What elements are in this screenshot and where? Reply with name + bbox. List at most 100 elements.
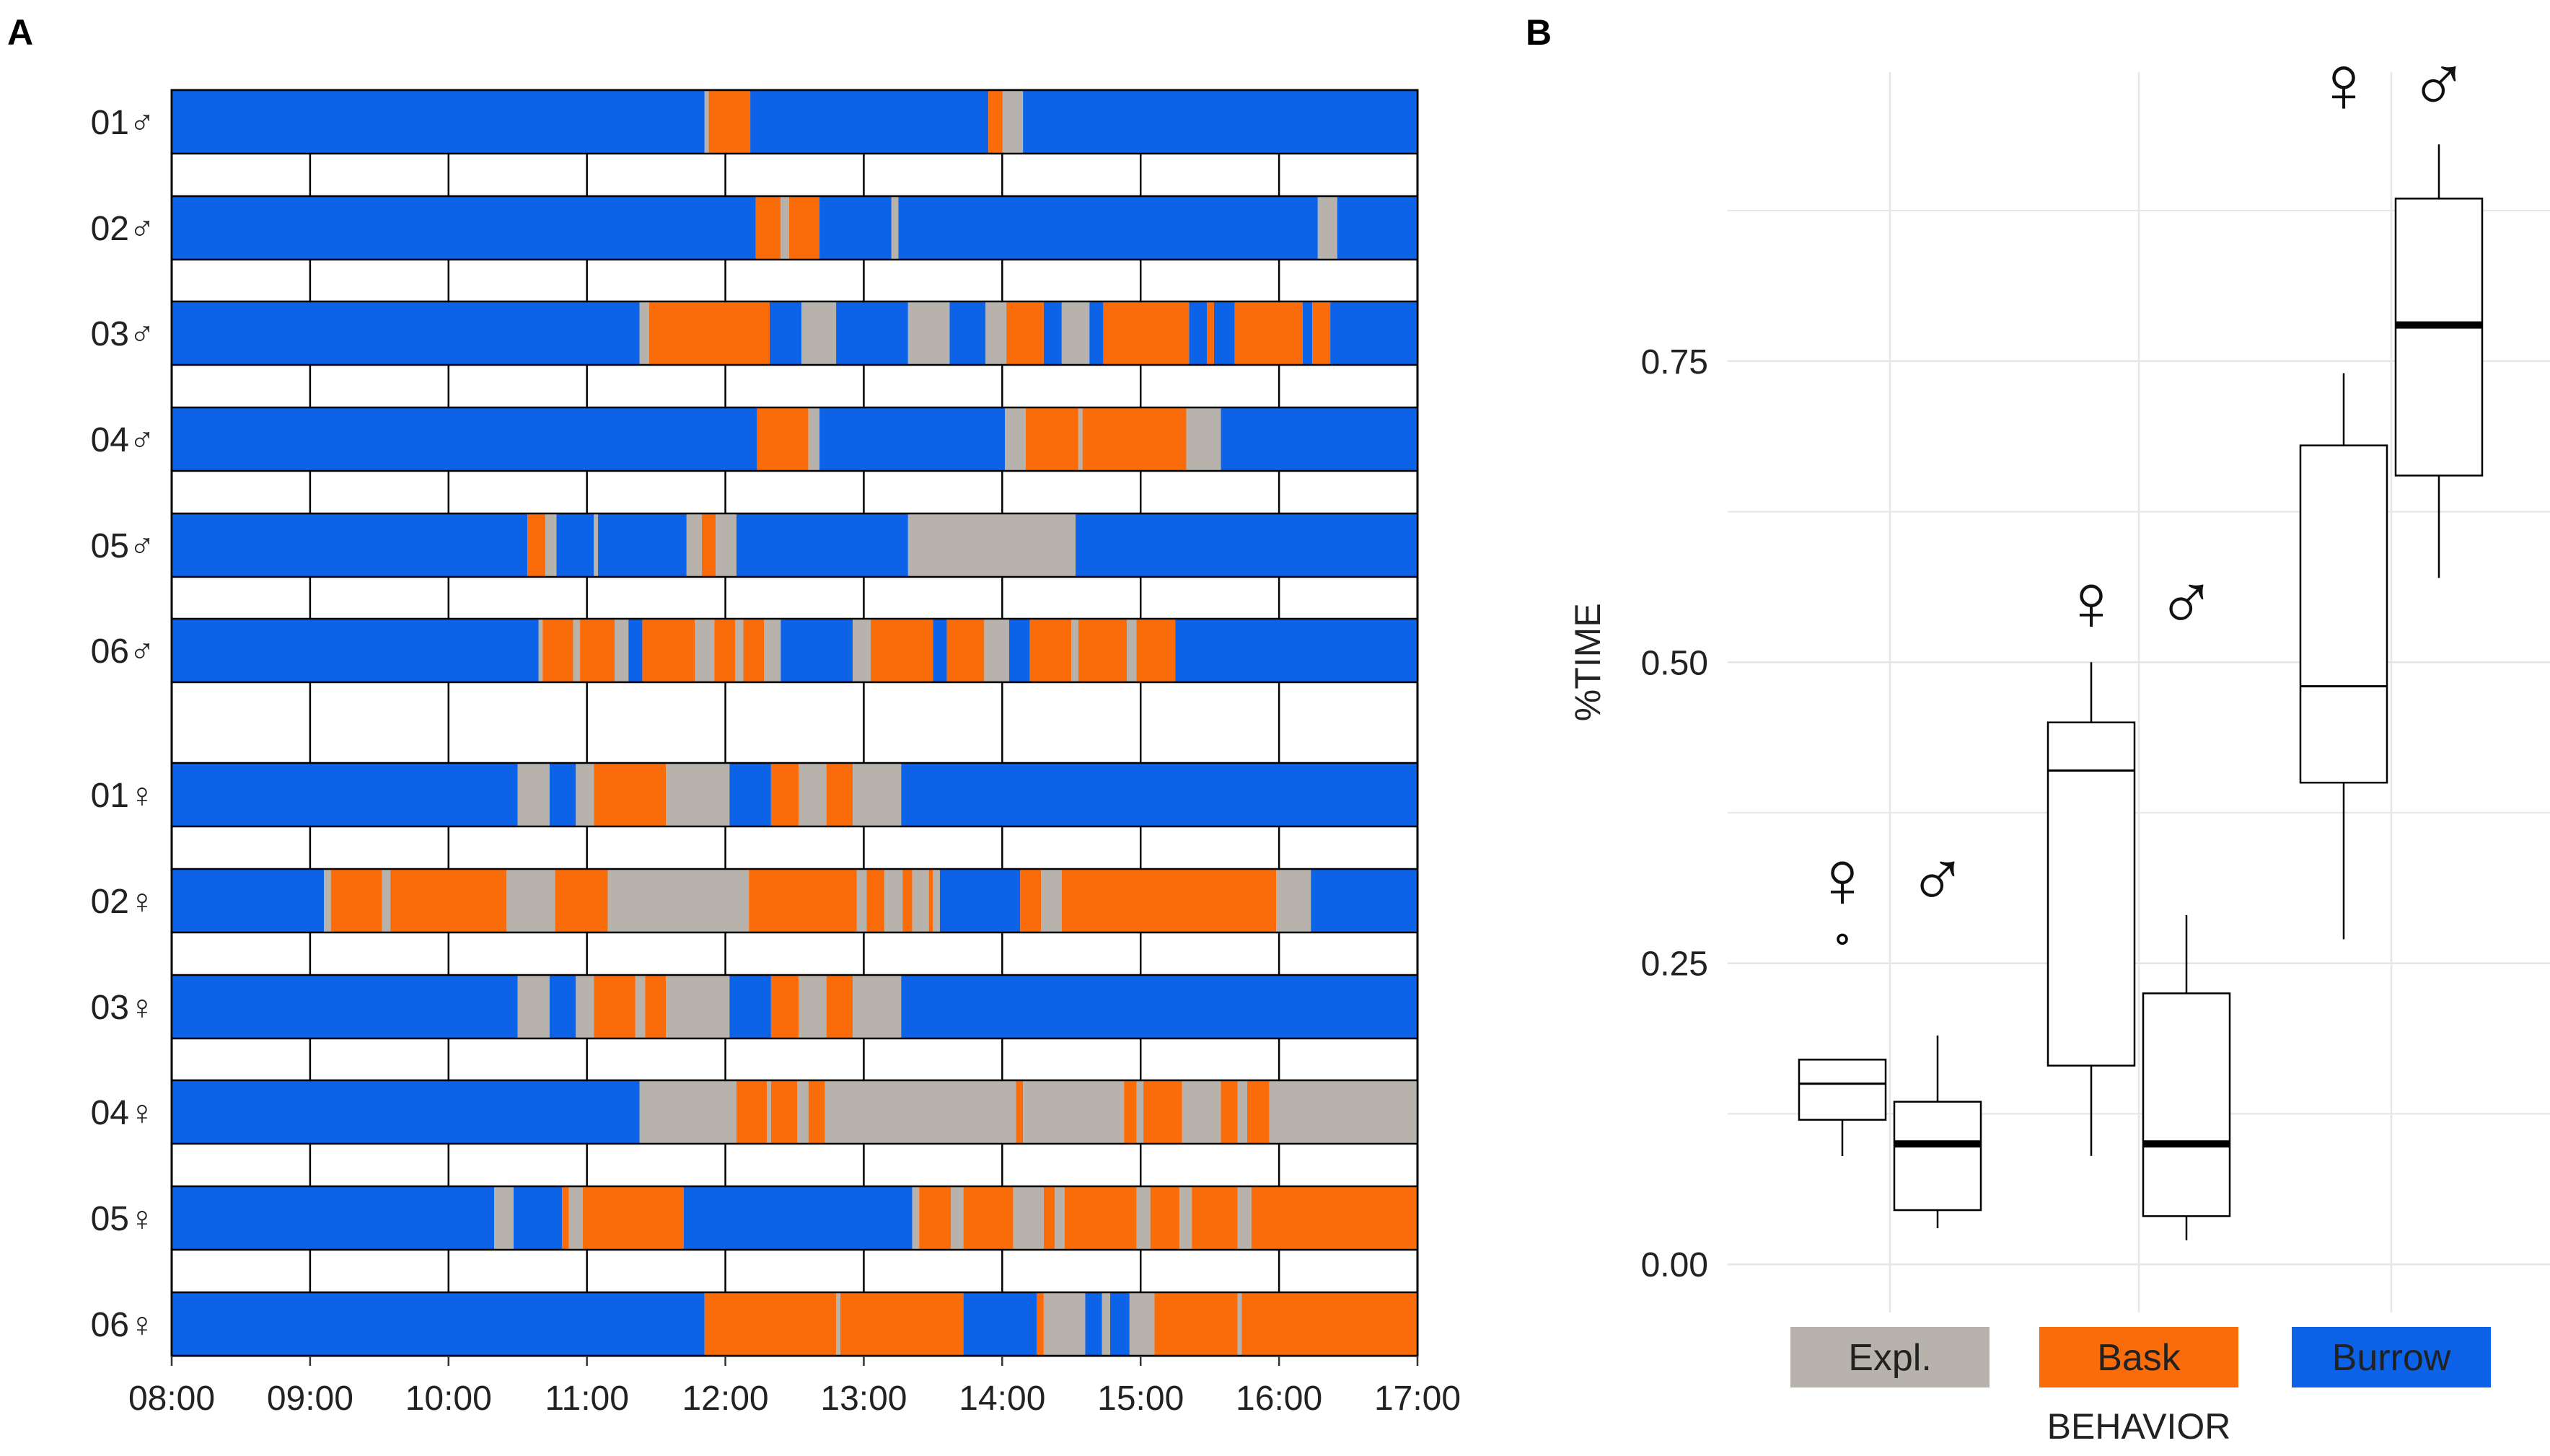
- segment-explore: [985, 301, 1007, 365]
- segment-bask: [840, 1292, 964, 1356]
- segment-explore: [635, 975, 646, 1038]
- row-label: 03♂: [91, 315, 155, 353]
- y-tick-label: 0.75: [1641, 343, 1708, 381]
- segment-bask: [770, 975, 799, 1038]
- segment-bask: [1136, 619, 1176, 682]
- segment-explore: [517, 763, 550, 826]
- segment-bask: [642, 619, 695, 682]
- segment-explore: [1005, 407, 1026, 471]
- segment-burrow: [1311, 869, 1417, 932]
- segment-bask: [714, 619, 735, 682]
- segment-bask: [1029, 619, 1072, 682]
- segment-burrow: [819, 407, 1006, 471]
- panel-b-letter: B: [1526, 12, 1552, 53]
- segment-burrow: [172, 196, 756, 260]
- segment-bask: [1061, 869, 1277, 932]
- row-label: 06♀: [91, 1306, 155, 1344]
- segment-burrow: [769, 301, 802, 365]
- segment-burrow: [172, 869, 325, 932]
- ethogram-row: 01♂: [91, 89, 1419, 155]
- row-label: 02♂: [91, 210, 155, 248]
- segment-bask: [743, 619, 765, 682]
- time-tick-label: 16:00: [1236, 1380, 1322, 1418]
- ethogram-row: 01♀: [91, 762, 1419, 828]
- segment-bask: [1025, 407, 1078, 471]
- box-iqr: [2299, 444, 2388, 784]
- segment-burrow: [172, 513, 528, 577]
- segment-bask: [330, 869, 382, 932]
- segment-bask: [1251, 1186, 1417, 1250]
- segment-explore: [1129, 1292, 1155, 1356]
- segment-burrow: [949, 301, 986, 365]
- row-outline: [170, 406, 1419, 472]
- ethogram-row: 06♀: [91, 1291, 1419, 1357]
- time-tick-label: 09:00: [267, 1380, 353, 1418]
- segment-burrow: [1175, 619, 1417, 682]
- ethogram-row: 05♀: [91, 1185, 1419, 1251]
- box-burrow: [2394, 144, 2484, 578]
- segment-bask: [1150, 1186, 1179, 1250]
- sex-symbols: ♀ ♂ ♀ ♂ ♀ ♂: [1812, 39, 2469, 924]
- boxplot-y-axis: 0.00 0.25 0.50 0.75: [1641, 343, 1708, 1284]
- segment-burrow: [172, 407, 757, 471]
- segment-bask: [542, 619, 573, 682]
- segment-burrow: [628, 619, 643, 682]
- segment-burrow: [172, 763, 518, 826]
- time-tick-label: 12:00: [682, 1380, 768, 1418]
- segment-bask: [594, 975, 636, 1038]
- segment-burrow: [729, 975, 771, 1038]
- segment-explore: [799, 975, 827, 1038]
- segment-explore: [639, 301, 650, 365]
- segment-explore: [1071, 619, 1078, 682]
- segment-burrow: [683, 1186, 913, 1250]
- row-label: 05♀: [91, 1200, 155, 1238]
- box-iqr: [2046, 721, 2136, 1067]
- segment-explore: [801, 301, 837, 365]
- ethogram-row: 02♀: [91, 868, 1419, 934]
- female-symbol: ♀: [2313, 39, 2374, 129]
- segment-bask: [1043, 1186, 1055, 1250]
- row-label: 03♀: [91, 989, 155, 1027]
- box-iqr: [2142, 992, 2231, 1217]
- ethogram-frame: [170, 89, 1419, 1357]
- segment-bask: [1241, 1292, 1417, 1356]
- segment-bask: [946, 619, 985, 682]
- box-bask: [2046, 662, 2136, 1156]
- segment-bask: [749, 869, 857, 932]
- row-outline: [170, 512, 1419, 578]
- segment-burrow: [1043, 301, 1062, 365]
- box-expl: [1798, 933, 1887, 1156]
- segment-explore: [1276, 869, 1311, 932]
- row-outline: [170, 195, 1419, 261]
- box-iqr: [1798, 1059, 1887, 1121]
- segment-bask: [1192, 1186, 1238, 1250]
- segment-burrow: [172, 301, 640, 365]
- segment-bask: [1154, 1292, 1238, 1356]
- segment-burrow: [549, 975, 576, 1038]
- y-axis-title: %TIME: [1568, 603, 1608, 721]
- segment-burrow: [172, 975, 518, 1038]
- time-tick-label: 11:00: [545, 1380, 629, 1418]
- segment-explore: [825, 1080, 1016, 1144]
- segment-burrow: [172, 1292, 705, 1356]
- segment-burrow: [598, 513, 687, 577]
- boxplot-gridlines: [1728, 72, 2550, 1312]
- boxplot-series: [1798, 144, 2484, 1240]
- row-label: 04♀: [91, 1094, 155, 1132]
- time-tick-label: 15:00: [1097, 1380, 1184, 1418]
- segment-explore: [568, 1186, 583, 1250]
- segment-explore: [573, 619, 581, 682]
- segment-burrow: [750, 90, 989, 154]
- segment-explore: [686, 513, 702, 577]
- segment-explore: [639, 1080, 737, 1144]
- segment-bask: [1006, 301, 1044, 365]
- segment-bask: [1234, 301, 1303, 365]
- segment-burrow: [1008, 619, 1030, 682]
- ethogram-row: 02♂: [91, 195, 1419, 261]
- segment-explore: [1179, 1186, 1192, 1250]
- segment-bask: [788, 196, 820, 260]
- segment-bask: [808, 1080, 825, 1144]
- segment-bask: [1221, 1080, 1238, 1144]
- segment-bask: [871, 619, 933, 682]
